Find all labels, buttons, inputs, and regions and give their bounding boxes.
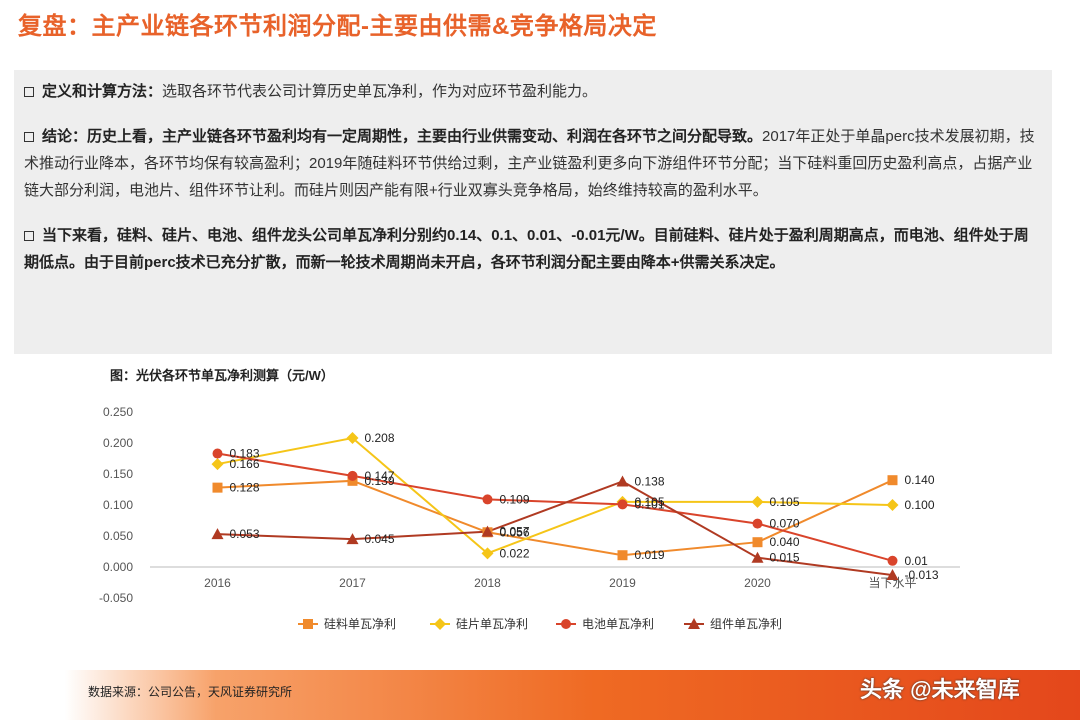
data-point-diamond [481, 547, 494, 560]
summary-box: 定义和计算方法：选取各环节代表公司计算历史单瓦净利，作为对应环节盈利能力。 结论… [14, 70, 1052, 354]
data-label: 0.147 [365, 469, 395, 483]
legend-item-label: 硅片单瓦净利 [456, 617, 528, 631]
summary-conclusion: 结论：历史上看，主产业链各环节盈利均有一定周期性，主要由行业供需变动、利润在各环… [24, 123, 1040, 204]
x-tick-label: 当下水平 [868, 576, 916, 590]
data-label: 0.019 [635, 548, 665, 562]
y-tick-label: 0.100 [103, 498, 133, 512]
series-line [217, 479, 893, 557]
data-point-square [887, 475, 898, 486]
x-tick-label: 2016 [204, 576, 231, 590]
line-chart: 0.250 0.200 0.150 0.100 0.050 0.000 -0.050 2016… [99, 405, 960, 631]
data-label: 0.166 [230, 457, 260, 471]
series-line [217, 480, 893, 577]
data-label: 0.022 [500, 546, 530, 560]
data-point-triangle [616, 475, 629, 487]
data-point-circle [561, 619, 571, 629]
data-point-circle [617, 499, 628, 510]
y-tick-label: 0.200 [103, 436, 133, 450]
data-point-diamond [211, 458, 224, 471]
summary-current: 当下来看，硅料、硅片、电池、组件龙头公司单瓦净利分别约0.14、0.1、0.01… [24, 222, 1040, 276]
summary-definition: 定义和计算方法：选取各环节代表公司计算历史单瓦净利，作为对应环节盈利能力。 [24, 78, 1040, 105]
data-label: 0.183 [230, 447, 260, 461]
data-label: 0.056 [500, 525, 530, 539]
data-label: 0.053 [230, 527, 260, 541]
data-point-square [752, 537, 763, 548]
conclusion-heading: 结论：历史上看，主产业链各环节盈利均有一定周期性，主要由行业供需变动、利润在各环… [42, 128, 763, 145]
data-label: 0.105 [635, 495, 665, 509]
x-tick-label: 2020 [744, 576, 771, 590]
x-tick-label: 2018 [474, 576, 501, 590]
y-tick-label: 0.150 [103, 467, 133, 481]
y-tick-label: -0.050 [99, 591, 133, 605]
data-label: 0.015 [770, 551, 800, 565]
data-point-circle [482, 494, 493, 505]
data-label: 0.138 [635, 474, 665, 488]
data-label: -0.013 [905, 568, 939, 582]
data-point-triangle [481, 525, 494, 537]
series-line [217, 452, 893, 562]
data-point-diamond [434, 618, 446, 630]
data-label: 0.128 [230, 481, 260, 495]
data-point-triangle [346, 533, 359, 545]
data-source: 数据来源：公司公告，天风证券研究所 [88, 685, 293, 699]
data-point-triangle [751, 551, 764, 563]
checkbox-bullet-icon [24, 231, 34, 241]
data-label: 0.070 [770, 517, 800, 531]
data-label: 0.040 [770, 535, 800, 549]
series-line [217, 436, 893, 555]
legend-item-label: 组件单瓦净利 [710, 617, 782, 631]
data-point-circle [752, 518, 763, 529]
data-label: 0.105 [770, 495, 800, 509]
legend-item-label: 电池单瓦净利 [582, 617, 654, 631]
checkbox-bullet-icon [24, 87, 34, 97]
data-label: 0.139 [365, 474, 395, 488]
data-point-square [617, 550, 628, 561]
legend-item-label: 硅料单瓦净利 [324, 617, 396, 631]
definition-text: 选取各环节代表公司计算历史单瓦净利，作为对应环节盈利能力。 [162, 83, 598, 100]
data-point-diamond [886, 499, 899, 511]
footer-bar [0, 670, 1080, 720]
data-point-circle [887, 555, 898, 566]
data-point-square [212, 482, 223, 493]
data-label: 0.208 [365, 431, 395, 445]
y-tick-label: 0.000 [103, 560, 133, 574]
data-point-diamond [346, 432, 359, 445]
y-tick-label: 0.050 [103, 529, 133, 543]
checkbox-bullet-icon [24, 132, 34, 142]
data-point-diamond [751, 495, 764, 508]
data-point-triangle [211, 528, 224, 540]
data-label: 0.045 [365, 532, 395, 546]
x-tick-label: 2019 [609, 576, 636, 590]
page-title: 复盘：主产业链各环节利润分配-主要由供需&竞争格局决定 [18, 13, 657, 40]
data-point-triangle [886, 569, 899, 581]
data-label: 0.01 [905, 554, 929, 568]
definition-heading: 定义和计算方法： [42, 83, 163, 100]
x-tick-label: 2017 [339, 576, 366, 590]
data-label: 0.109 [500, 492, 530, 506]
y-tick-label: 0.250 [103, 405, 133, 419]
data-label: 0.057 [500, 525, 530, 539]
data-point-square [303, 619, 313, 629]
data-label: 0.101 [635, 497, 665, 511]
data-label: 0.140 [905, 473, 935, 487]
chart-title: 图：光伏各环节单瓦净利测算（元/W） [110, 368, 334, 383]
watermark: 头条 @未来智库 [860, 677, 1020, 702]
data-point-circle [212, 448, 223, 459]
conclusion-text: 2017年正处于单晶perc技术发展初期，技术推动行业降本，各环节均保有较高盈利… [24, 128, 1035, 199]
data-point-circle [347, 470, 358, 481]
data-label: 0.100 [905, 498, 935, 512]
current-heading: 当下来看，硅料、硅片、电池、组件龙头公司单瓦净利分别约0.14、0.1、0.01… [24, 227, 1029, 271]
data-point-triangle [688, 618, 700, 629]
